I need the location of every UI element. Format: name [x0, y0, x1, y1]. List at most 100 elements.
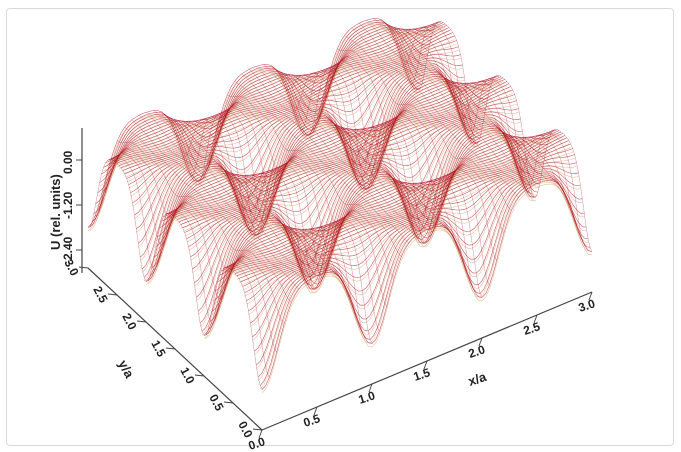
underside-line: [221, 136, 552, 275]
mesh-line-x: [192, 114, 523, 270]
mesh-line-x: [149, 75, 480, 277]
x-tick-label: 1.5: [412, 365, 433, 384]
mesh-line-y: [322, 60, 497, 261]
underside-line: [178, 87, 510, 226]
underside-line: [236, 141, 568, 280]
mesh-line-x: [184, 94, 515, 233]
mesh-line-y: [227, 94, 402, 257]
mesh-line-x: [122, 32, 453, 171]
underside-line: [151, 80, 482, 272]
underside-line: [165, 79, 496, 219]
mesh-line-x: [244, 154, 575, 293]
mesh-line-x: [219, 136, 550, 276]
underside-line: [223, 133, 554, 273]
mesh-line-x: [151, 77, 482, 269]
mesh-line-y: [241, 73, 417, 236]
underside-line: [155, 84, 486, 251]
underside-line: [199, 126, 531, 327]
underside-line: [234, 138, 566, 278]
mesh-line-x: [159, 82, 490, 229]
mesh-line-x: [203, 126, 535, 336]
mesh-line-x: [215, 135, 546, 291]
y-axis-label: y/a: [115, 357, 137, 381]
mesh-line-x: [256, 174, 587, 366]
x-tick-mark: [368, 383, 373, 393]
mesh-line-y: [366, 20, 541, 183]
mesh-line-x: [128, 46, 459, 185]
mesh-line-x: [143, 70, 475, 278]
mesh-line-x: [165, 76, 496, 215]
mesh-line-x: [95, 25, 426, 204]
mesh-line-y: [212, 106, 387, 307]
underside-line: [255, 178, 587, 369]
underside-line: [197, 124, 529, 315]
mesh-line-y: [359, 23, 534, 186]
mesh-line-y: [161, 111, 336, 274]
x-tick-mark: [258, 429, 263, 439]
underside-line: [116, 28, 448, 168]
mesh-line-x: [136, 62, 467, 230]
mesh-line-x: [230, 131, 562, 271]
mesh-line-x: [252, 170, 583, 338]
mesh-line-x: [194, 116, 525, 284]
underside-line: [228, 133, 560, 273]
underside-line: [232, 136, 564, 276]
underside-line: [93, 26, 424, 218]
mesh-line-x: [140, 66, 471, 258]
z-tick-label: -2.40: [61, 236, 75, 264]
mesh-line-x: [176, 81, 508, 220]
mesh-line-x: [248, 165, 579, 312]
mesh-line-y: [219, 102, 395, 279]
mesh-line-x: [180, 86, 511, 225]
underside-line: [141, 72, 473, 273]
mesh-line-x: [221, 132, 552, 272]
underside-line: [170, 79, 502, 219]
underside-line: [153, 82, 484, 262]
underside-line: [172, 81, 504, 220]
mesh-line-x: [261, 180, 593, 390]
mesh-line-x: [132, 57, 463, 204]
mesh-line-x: [111, 21, 442, 160]
mesh-line-y: [249, 69, 424, 232]
underside-line: [112, 25, 444, 165]
mesh-line-x: [174, 79, 506, 218]
underside-line: [259, 181, 591, 390]
mesh-line-y: [410, 24, 585, 246]
underside-line: [147, 77, 478, 285]
x-tick-mark: [478, 337, 483, 347]
mesh-line-x: [205, 128, 536, 336]
z-tick-label: 0.00: [61, 150, 75, 174]
mesh-line-x: [107, 22, 438, 161]
mesh-line-x: [186, 100, 517, 239]
mesh-line-y: [175, 120, 351, 298]
mesh-line-y: [131, 119, 307, 282]
underside-line: [257, 180, 589, 381]
underside-line: [87, 21, 419, 232]
underside-line: [136, 66, 467, 233]
mesh-line-x: [190, 111, 521, 258]
mesh-line-x: [223, 130, 554, 269]
mesh-line-x: [116, 25, 448, 164]
mesh-line-y: [197, 113, 373, 344]
mesh-line-x: [105, 24, 436, 164]
mesh-line-y: [417, 21, 593, 252]
underside-line: [91, 25, 422, 226]
mesh-line-x: [89, 20, 420, 228]
underside-line: [211, 136, 542, 316]
mesh-line-x: [232, 133, 564, 272]
mesh-line-x: [109, 21, 440, 160]
mesh-line-y: [344, 35, 519, 198]
mesh-line-y: [139, 115, 314, 278]
underside-line: [120, 33, 452, 172]
mesh-line-y: [388, 27, 563, 190]
mesh-line-x: [167, 75, 498, 214]
z-tick-labels: 0.00 -1.20 -2.40: [61, 150, 75, 264]
x-tick-label: 3.0: [577, 296, 598, 315]
mesh-line-x: [209, 131, 540, 323]
mesh-line-x: [257, 176, 589, 378]
mesh-line-x: [234, 135, 566, 274]
mesh-line-y: [329, 56, 505, 233]
underside-line: [163, 82, 494, 221]
mesh-line-x: [225, 129, 556, 268]
z-tick-label: -1.20: [61, 191, 75, 219]
